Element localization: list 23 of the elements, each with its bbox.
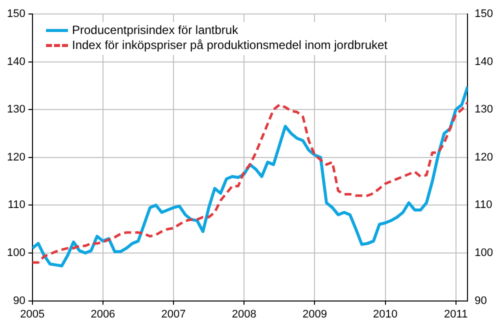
y2-tick-label: 120 — [474, 151, 494, 164]
x-tick-label: 2008 — [232, 308, 256, 320]
y2-tick-label: 130 — [474, 104, 494, 116]
y2-tick-label: 150 — [474, 8, 494, 20]
y-tick-label: 150 — [6, 8, 26, 20]
y2-tick-label: 90 — [474, 294, 487, 307]
y-tick-label: 140 — [6, 56, 26, 68]
y-tick-label: 110 — [8, 199, 26, 212]
y2-tick-label: 140 — [474, 56, 494, 68]
y-tick-label: 90 — [13, 294, 26, 307]
x-tick-label: 2007 — [161, 308, 186, 320]
legend-label: Producentprisindex för lantbruk — [72, 23, 238, 38]
y2-tick-label: 110 — [474, 199, 492, 212]
y-tick-label: 100 — [6, 247, 26, 260]
x-tick-label: 2011 — [444, 308, 468, 320]
legend-label: Index för inköpspriser på produktionsmedel inom jordbruket — [72, 38, 388, 53]
y-tick-label: 130 — [6, 104, 26, 116]
y-tick-label: 120 — [6, 151, 26, 164]
x-tick-label: 2006 — [90, 308, 116, 320]
x-tick-label: 2009 — [302, 308, 327, 320]
x-tick-label: 2005 — [20, 308, 45, 320]
y2-tick-label: 100 — [474, 247, 494, 260]
x-tick-label: 2010 — [373, 308, 398, 320]
